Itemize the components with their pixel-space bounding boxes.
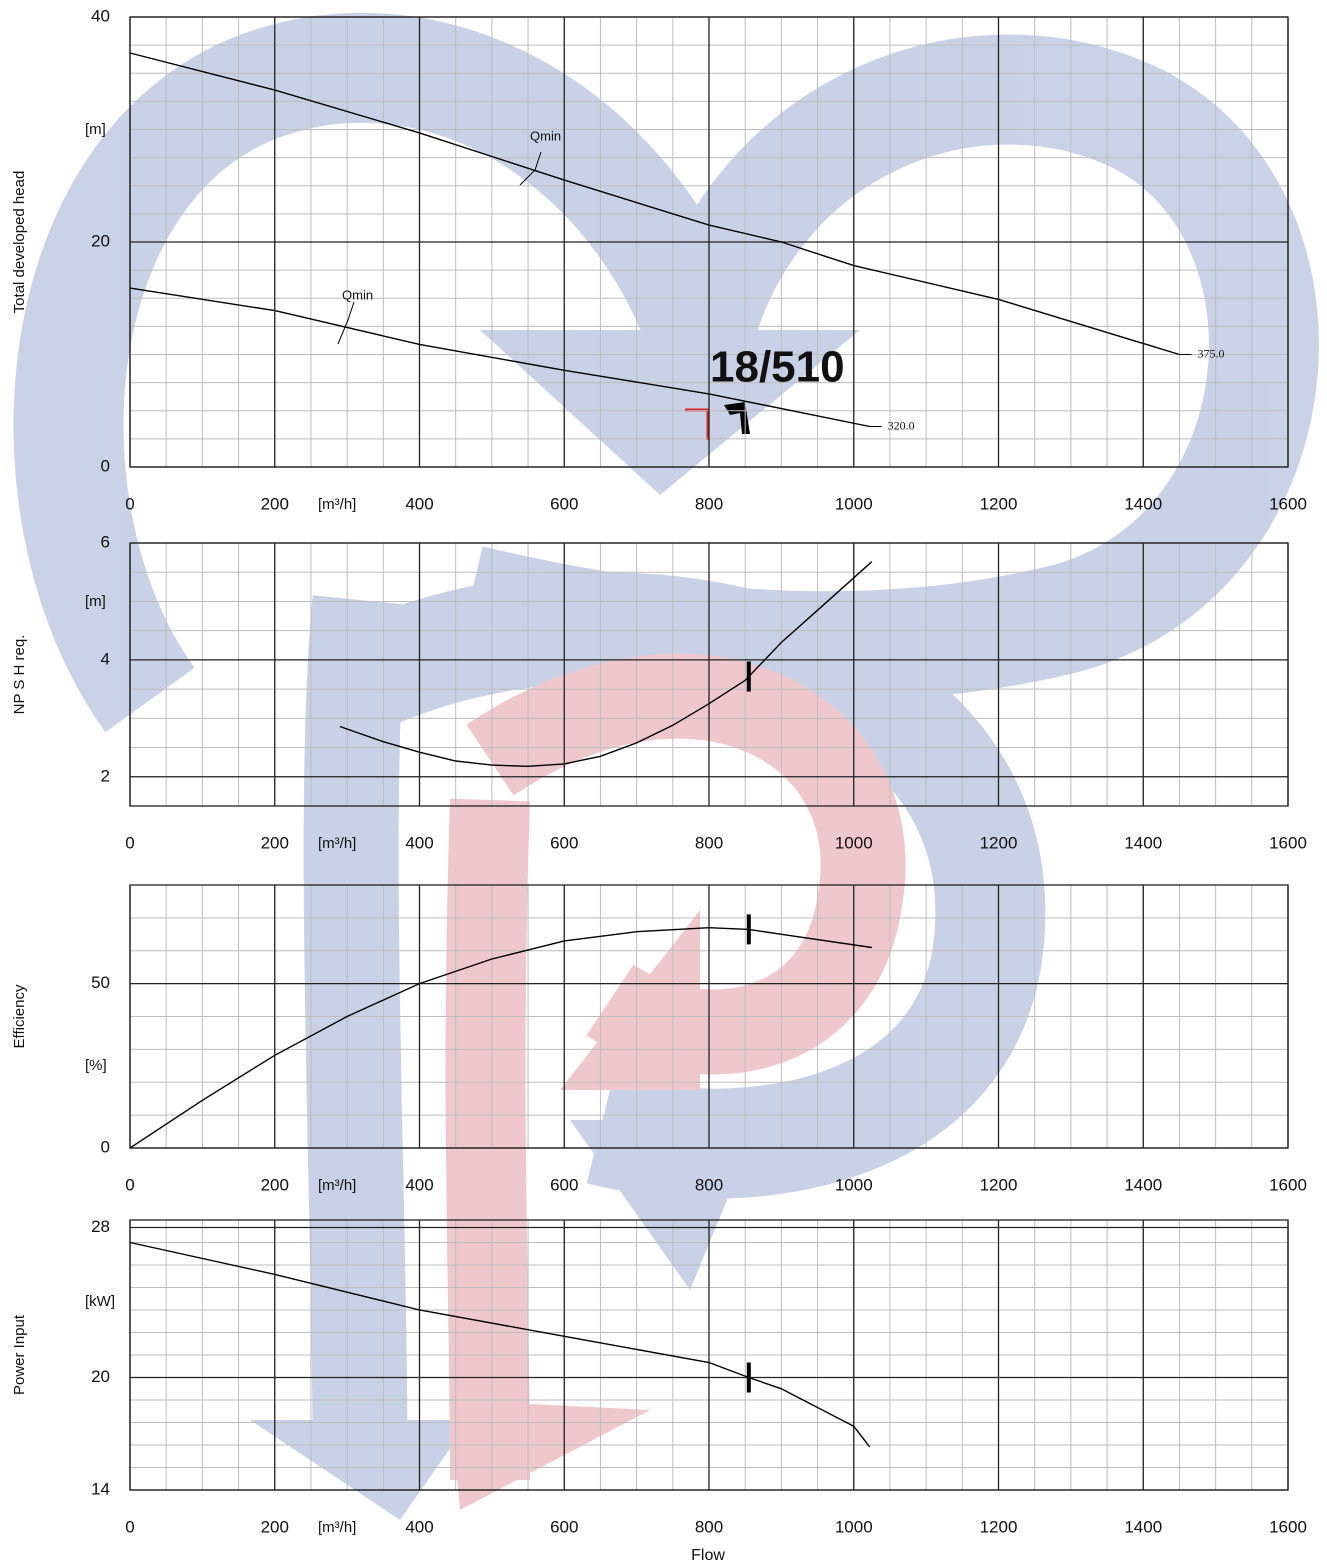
curve [339, 561, 873, 768]
x-tick-label: 400 [405, 833, 433, 852]
x-tick-label: 200 [261, 833, 289, 852]
x-unit: [m³/h] [318, 1177, 356, 1194]
x-tick-label: 0 [125, 1517, 134, 1536]
x-tick-label: 1200 [980, 1175, 1018, 1194]
x-unit: [m³/h] [318, 835, 356, 852]
x-tick-label: 400 [405, 494, 433, 513]
x-tick-label: 200 [261, 494, 289, 513]
y-tick-label: 28 [91, 1217, 110, 1236]
y-unit: [%] [85, 1057, 107, 1074]
y-tick-label: 0 [101, 456, 110, 475]
y-tick-label: 20 [91, 1367, 110, 1386]
qmin-label: Qmin [342, 287, 373, 302]
x-tick-label: 600 [550, 1517, 578, 1536]
x-tick-label: 1000 [835, 1517, 873, 1536]
curve [129, 1241, 871, 1448]
y-tick-label: 0 [101, 1137, 110, 1156]
x-tick-label: 800 [695, 833, 723, 852]
plot-frame [129, 884, 1289, 1149]
y-unit: [m] [85, 593, 106, 610]
x-tick-label: 1000 [835, 1175, 873, 1194]
y-tick-label: 4 [101, 649, 110, 668]
x-tick-label: 0 [125, 1175, 134, 1194]
y-tick-label: 6 [101, 532, 110, 551]
x-tick-label: 1600 [1269, 833, 1307, 852]
y-axis-title: Total developed head [11, 171, 28, 314]
x-tick-label: 800 [695, 494, 723, 513]
plot-frame [129, 1219, 1289, 1491]
plot-frame [129, 542, 1289, 807]
x-tick-label: 0 [125, 833, 134, 852]
curve [129, 52, 1180, 356]
x-tick-label: 1200 [980, 1517, 1018, 1536]
x-axis-title: Flow [691, 1547, 725, 1564]
qmin-tick [337, 301, 355, 345]
pump-size-label: 18/510 [710, 343, 845, 392]
y-unit: [kW] [85, 1293, 115, 1310]
curve-label: 320.0 [888, 418, 915, 432]
y-tick-label: 2 [101, 766, 110, 785]
x-unit: [m³/h] [318, 496, 356, 513]
y-tick-label: 40 [91, 6, 110, 25]
y-axis-title: Efficiency [11, 984, 28, 1048]
y-unit: [m] [85, 121, 106, 138]
x-tick-label: 0 [125, 494, 134, 513]
x-tick-label: 200 [261, 1175, 289, 1194]
x-tick-label: 1200 [980, 833, 1018, 852]
curve [129, 287, 870, 428]
y-tick-label: 20 [91, 231, 110, 250]
curve-label: 375.0 [1197, 346, 1224, 360]
x-tick-label: 200 [261, 1517, 289, 1536]
x-tick-label: 400 [405, 1175, 433, 1194]
y-tick-label: 14 [91, 1479, 110, 1498]
qmin-label: Qmin [530, 128, 561, 143]
watermark [13, 12, 1319, 1520]
x-tick-label: 600 [550, 833, 578, 852]
x-tick-label: 1600 [1269, 1175, 1307, 1194]
plot-frame [129, 16, 1289, 468]
x-tick-label: 600 [550, 1175, 578, 1194]
x-tick-label: 1400 [1124, 833, 1162, 852]
y-axis-title: Power Input [11, 1314, 28, 1395]
grid [129, 884, 1289, 1149]
x-tick-label: 1200 [980, 494, 1018, 513]
x-tick-label: 1400 [1124, 494, 1162, 513]
x-unit: [m³/h] [318, 1519, 356, 1536]
x-tick-label: 1000 [835, 833, 873, 852]
x-tick-label: 600 [550, 494, 578, 513]
x-tick-label: 400 [405, 1517, 433, 1536]
red-bracket [685, 408, 710, 440]
y-axis-title: NP S H req. [11, 635, 28, 715]
pump-icon [724, 402, 750, 434]
x-tick-label: 800 [695, 1517, 723, 1536]
y-tick-label: 50 [91, 973, 110, 992]
x-tick-label: 1400 [1124, 1517, 1162, 1536]
x-tick-label: 1000 [835, 494, 873, 513]
qmin-tick [519, 151, 542, 186]
x-tick-label: 1400 [1124, 1175, 1162, 1194]
x-tick-label: 1600 [1269, 1517, 1307, 1536]
x-tick-label: 1600 [1269, 494, 1307, 513]
curve [129, 926, 872, 1149]
x-tick-label: 800 [695, 1175, 723, 1194]
